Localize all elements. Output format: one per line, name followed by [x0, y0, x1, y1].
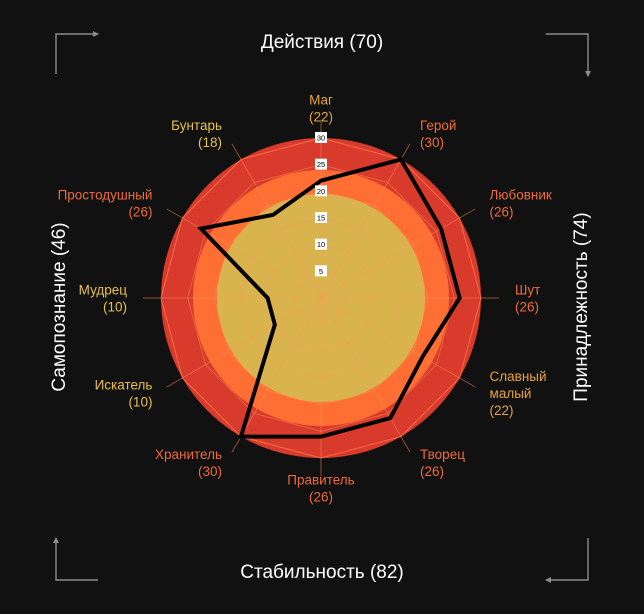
radar-category-label: Герой (30)	[420, 118, 456, 150]
radar-category-name: Герой	[420, 118, 456, 133]
radar-category-label: Славный малый (22)	[490, 369, 547, 418]
radar-category-value: (10)	[103, 300, 127, 315]
radar-category-value: (10)	[128, 395, 152, 410]
radar-category-name: Искатель	[95, 378, 153, 393]
radar-spoke-ext	[231, 143, 242, 160]
radar-spoke-ext	[459, 208, 476, 219]
radar-category-name: Любовник	[490, 188, 552, 203]
radar-spoke-ext	[231, 436, 242, 453]
radar-outer-ring	[160, 137, 482, 459]
radar-spoke	[320, 297, 460, 379]
radar-spoke	[240, 297, 322, 437]
radar-tick-text: 15	[317, 214, 325, 223]
radar-category-name: Бунтарь	[171, 118, 222, 133]
corner-arrow-bottom-left-icon	[53, 537, 98, 581]
corner-arrow-bottom-right-icon	[545, 538, 589, 583]
axis-title-stability: Стабильность (82)	[240, 562, 404, 583]
radar-grid-ring	[267, 244, 375, 352]
radar-category-value: (30)	[198, 464, 222, 479]
radar-tick-text: 10	[317, 240, 325, 249]
radar-spoke-ext	[400, 143, 411, 160]
radar-spoke	[320, 217, 460, 299]
radar-grid-ring	[240, 217, 402, 379]
radar-tick-label: 20	[315, 185, 327, 197]
radar-category-label: Искатель (10)	[95, 378, 153, 410]
radar-spoke	[240, 159, 322, 299]
radar-category-value: (22)	[309, 110, 333, 125]
radar-category-name: малый	[490, 386, 532, 401]
radar-category-value: (18)	[198, 135, 222, 150]
radar-spoke-ext	[400, 436, 411, 453]
radar-spoke	[182, 297, 322, 379]
radar-tick-box	[315, 158, 327, 170]
radar-tick-label: 5	[315, 265, 327, 277]
axis-title-actions: Действия (70)	[260, 32, 384, 53]
radar-category-label: Шут (26)	[515, 283, 540, 315]
radar-category-value: (22)	[490, 403, 514, 418]
radar-category-label: Хранитель (30)	[155, 447, 222, 479]
axis-title-self-knowledge: Самопознание (46)	[49, 222, 70, 392]
radar-spoke	[320, 297, 402, 437]
radar-spoke-ext	[166, 377, 183, 388]
radar-category-value: (26)	[490, 205, 514, 220]
radar-tick-label: 30	[315, 132, 327, 143]
radar-spoke-ext	[459, 377, 476, 388]
radar-category-label: Мудрец (10)	[79, 283, 128, 315]
radar-category-name: Мудрец	[79, 283, 128, 298]
radar-category-name: Славный	[490, 369, 547, 384]
radar-category-value: (26)	[515, 300, 539, 315]
radar-category-label: Простодушный (26)	[58, 188, 153, 220]
radar-tick-box	[315, 238, 327, 250]
radar-tick-label: 25	[315, 158, 327, 170]
radar-series-outline	[196, 157, 462, 439]
radar-tick-label: 10	[315, 238, 327, 250]
axis-title-belonging: Принадлежность (74)	[571, 212, 592, 402]
radar-tick-box	[315, 265, 327, 277]
radar-category-value: (26)	[309, 490, 333, 505]
radar-category-value: (30)	[420, 135, 444, 150]
radar-category-name: Шут	[515, 283, 540, 298]
radar-category-value: (26)	[420, 464, 444, 479]
radar-tick-text: 30	[317, 134, 325, 143]
radar-grid-ring	[293, 270, 349, 326]
radar-tick-text: 25	[317, 160, 325, 169]
radar-tick-text: 5	[319, 267, 323, 276]
radar-category-name: Творец	[420, 447, 465, 462]
radar-category-name: Маг	[309, 93, 333, 108]
radar-category-name: Правитель	[287, 473, 354, 488]
radar-category-label: Маг (22)	[309, 93, 333, 125]
radar-tick-label: 15	[315, 212, 327, 223]
radar-category-name: Хранитель	[155, 447, 222, 462]
radar-category-label: Любовник (26)	[490, 188, 552, 220]
radar-spoke-ext	[166, 208, 183, 219]
radar-category-name: Простодушный	[58, 188, 153, 203]
radar-spoke	[320, 159, 402, 299]
corner-arrow-top-left-icon	[55, 31, 99, 74]
radar-tick-text: 20	[317, 187, 325, 196]
radar-tick-box	[315, 132, 327, 143]
radar-category-label: Творец (26)	[420, 447, 465, 479]
radar-category-value: (26)	[128, 205, 152, 220]
radar-category-label: Бунтарь (18)	[171, 118, 222, 150]
radar-tick-box	[315, 185, 327, 197]
radar-grid-ring	[213, 190, 429, 406]
corner-arrow-top-right-icon	[546, 33, 591, 77]
radar-tick-box	[315, 212, 327, 223]
radar-category-label: Правитель (26)	[287, 473, 354, 505]
